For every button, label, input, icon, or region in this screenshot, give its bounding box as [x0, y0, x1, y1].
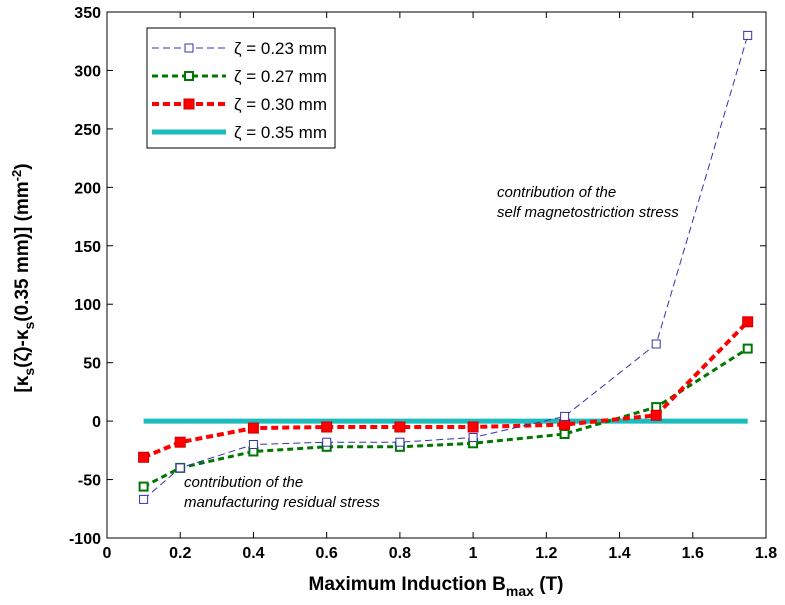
y-tick-label: 300 — [74, 63, 101, 80]
data-point-030 — [394, 421, 406, 433]
y-tick-label: 250 — [74, 122, 101, 139]
y-tick-label: -100 — [69, 531, 101, 548]
x-tick-label: 0.4 — [242, 545, 264, 562]
y-tick-label: -50 — [78, 473, 101, 490]
x-tick-label: 0.2 — [169, 545, 191, 562]
data-point-030 — [174, 436, 186, 448]
y-tick-label: 200 — [74, 180, 101, 197]
x-tick-label: 0.8 — [389, 545, 411, 562]
y-tick-label: 100 — [74, 297, 101, 314]
data-point-023 — [139, 494, 149, 504]
legend-entry-035: ζ = 0.35 mm — [152, 123, 327, 142]
legend-marker-027 — [184, 71, 194, 81]
x-tick-label: 1.8 — [755, 545, 777, 562]
legend-label-035: ζ = 0.35 mm — [234, 123, 327, 142]
data-point-030 — [650, 409, 662, 421]
legend-entry-023: ζ = 0.23 mm — [152, 39, 327, 58]
data-point-030 — [321, 421, 333, 433]
legend-entry-027: ζ = 0.27 mm — [152, 67, 327, 86]
x-axis-title: Maximum Induction Bmax (T) — [309, 574, 564, 599]
data-point-027 — [138, 481, 149, 492]
legend-label-023: ζ = 0.23 mm — [234, 39, 327, 58]
annotation-manuf-line2: manufacturing residual stress — [184, 494, 380, 511]
x-tick-label: 0 — [103, 545, 112, 562]
annotation-self-line2: self magnetostriction stress — [497, 204, 679, 221]
data-point-030 — [742, 316, 754, 328]
data-point-030 — [138, 451, 150, 463]
annotation-self-line1: contribution of the — [497, 184, 616, 201]
data-point-023 — [175, 463, 185, 473]
x-tick-label: 1.2 — [535, 545, 557, 562]
axis-ticks: 0 0.2 0.4 0.6 0.8 1 1.2 1.4 1.6 1.8 -100 -50 0 50 100 1… — [69, 5, 777, 562]
y-tick-label: 50 — [83, 356, 101, 373]
data-point-023 — [560, 411, 570, 421]
legend: ζ = 0.23 mm ζ = 0.27 mm ζ = 0.30 mm ζ = … — [146, 27, 336, 149]
series-line-030 — [142, 320, 750, 460]
x-tick-label: 1.4 — [608, 545, 630, 562]
x-tick-label: 1 — [469, 545, 478, 562]
legend-marker-030 — [183, 98, 195, 110]
y-tick-label: 350 — [74, 5, 101, 22]
data-point-027 — [742, 343, 753, 354]
data-point-023 — [322, 437, 332, 447]
data-point-027 — [559, 429, 570, 439]
data-point-023 — [743, 30, 753, 40]
y-axis-title: [κs(ζ)-κs(0.35 mm)] (mm-2) — [9, 163, 37, 392]
legend-label-027: ζ = 0.27 mm — [234, 67, 327, 86]
data-point-030 — [467, 421, 479, 433]
y-tick-label: 150 — [74, 239, 101, 256]
x-tick-label: 1.6 — [682, 545, 704, 562]
data-point-023 — [468, 433, 478, 442]
data-point-023 — [248, 440, 258, 449]
legend-entry-030: ζ = 0.30 mm — [152, 95, 327, 114]
data-point-030 — [247, 422, 259, 434]
x-tick-label: 0.6 — [316, 545, 338, 562]
annotation-manuf-line1: contribution of the — [184, 474, 303, 491]
data-point-030 — [559, 419, 571, 431]
y-tick-label: 0 — [92, 414, 101, 431]
legend-label-030: ζ = 0.30 mm — [234, 95, 327, 114]
data-point-023 — [651, 339, 661, 349]
legend-marker-023 — [184, 43, 194, 53]
data-point-023 — [395, 437, 405, 447]
series-layer — [138, 30, 754, 504]
